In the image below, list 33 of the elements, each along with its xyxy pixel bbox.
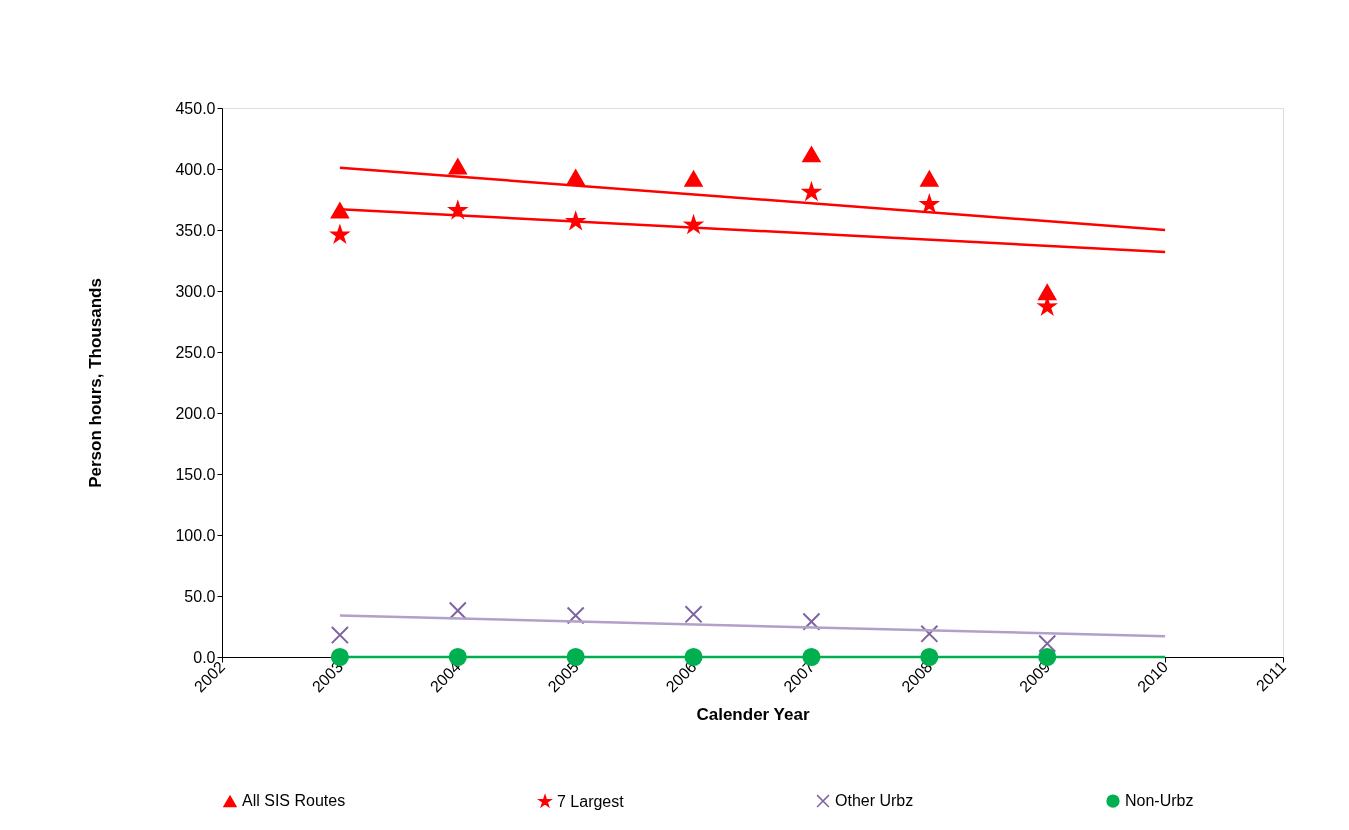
point <box>920 170 939 187</box>
point <box>447 199 469 220</box>
y-tick-label: 400.0 <box>175 160 216 178</box>
point <box>329 223 351 244</box>
y-tick-label: 200.0 <box>175 404 216 422</box>
y-tick-label: 250.0 <box>175 343 216 361</box>
point <box>566 169 585 186</box>
point <box>330 625 349 645</box>
point <box>1036 297 1058 316</box>
point <box>1038 284 1057 301</box>
y-tick-label: 350.0 <box>175 221 216 239</box>
point <box>684 605 703 624</box>
y-tick-label: 450.0 <box>175 99 216 117</box>
y-axis-title: Person hours, Thousands <box>86 278 106 488</box>
point <box>1038 634 1057 653</box>
legend-label: Other Urbz <box>835 792 914 810</box>
legend-label: All SIS Routes <box>242 792 346 810</box>
point <box>566 606 585 625</box>
legend-label: Non-Urbz <box>1125 792 1194 810</box>
y-tick-label: 150.0 <box>175 465 216 483</box>
point <box>802 146 821 163</box>
point <box>918 193 940 214</box>
legend-label: 7 Largest <box>557 792 625 810</box>
point <box>802 612 821 631</box>
point <box>920 624 939 643</box>
y-tick-label: 50.0 <box>184 587 216 605</box>
point <box>448 601 467 620</box>
y-tick-label: 100.0 <box>175 526 216 544</box>
y-tick-label: 300.0 <box>175 282 216 300</box>
point <box>684 170 703 187</box>
point <box>448 158 467 175</box>
x-axis-title: Calender Year <box>696 705 810 725</box>
point <box>800 181 822 201</box>
